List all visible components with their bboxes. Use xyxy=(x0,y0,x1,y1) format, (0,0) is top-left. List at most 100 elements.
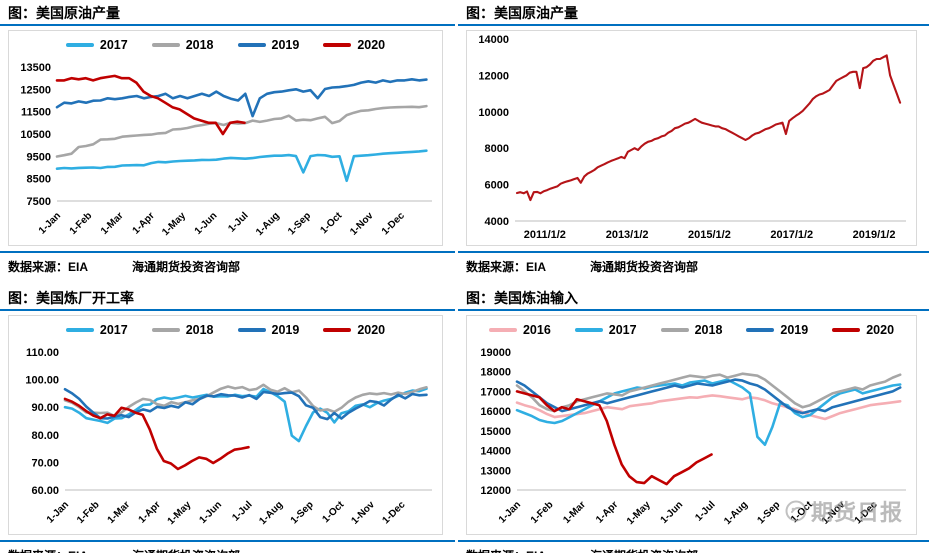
chart-title: 图：美国炼油输入 xyxy=(458,285,929,311)
legend-item-2017: 2017 xyxy=(574,323,637,337)
legend-label: 2019 xyxy=(780,323,809,337)
chart-panel-us-refinery-utilization: 图：美国炼厂开工率 2017 2018 2019 2020 110.00 100.00 9… xyxy=(0,285,455,553)
svg-text:1-Feb: 1-Feb xyxy=(529,499,556,526)
svg-text:6000: 6000 xyxy=(485,180,509,192)
svg-text:1-May: 1-May xyxy=(160,210,188,238)
series-line-2018 xyxy=(55,104,428,158)
chart-title: 图：美国原油产量 xyxy=(458,0,929,26)
svg-text:1-May: 1-May xyxy=(166,499,194,527)
svg-text:1-Oct: 1-Oct xyxy=(789,499,815,525)
svg-text:1-Apr: 1-Apr xyxy=(131,210,157,236)
legend-swatch xyxy=(746,328,775,332)
svg-text:1-Feb: 1-Feb xyxy=(75,499,102,526)
series-line-2020 xyxy=(515,390,713,486)
svg-text:2015/1/2: 2015/1/2 xyxy=(688,229,731,241)
svg-text:1-Dec: 1-Dec xyxy=(380,210,407,237)
svg-text:10000: 10000 xyxy=(478,107,509,119)
legend-swatch xyxy=(574,328,603,332)
series-line-2016 xyxy=(515,394,902,421)
svg-text:1-Oct: 1-Oct xyxy=(321,499,347,525)
legend-item-2017: 2017 xyxy=(65,323,128,337)
svg-text:8500: 8500 xyxy=(27,174,51,186)
svg-text:15000: 15000 xyxy=(480,426,511,438)
legend-label: 2020 xyxy=(866,323,895,337)
svg-text:1-Apr: 1-Apr xyxy=(594,499,620,525)
legend-label: 2017 xyxy=(608,323,637,337)
legend-label: 2019 xyxy=(271,323,300,337)
svg-text:100.00: 100.00 xyxy=(25,375,59,387)
svg-text:16000: 16000 xyxy=(480,406,511,418)
chart-panel-us-refinery-input: 图：美国炼油输入 2016 2017 2018 2019 2020 19000 18000… xyxy=(458,285,929,553)
svg-text:1-Sep: 1-Sep xyxy=(289,499,316,526)
svg-text:1-Jan: 1-Jan xyxy=(497,499,523,525)
svg-text:12000: 12000 xyxy=(478,70,509,82)
divider-rule xyxy=(458,251,929,253)
svg-text:1-May: 1-May xyxy=(625,499,653,527)
legend-item-2020: 2020 xyxy=(323,38,385,52)
svg-text:90.00: 90.00 xyxy=(31,402,59,414)
svg-text:1-Sep: 1-Sep xyxy=(755,499,782,526)
legend-item-2019: 2019 xyxy=(237,323,300,337)
legend-swatch xyxy=(151,328,180,332)
svg-text:110.00: 110.00 xyxy=(26,347,59,359)
chart-frame: 2017 2018 2019 2020 110.00 100.00 90.00 80.00 7… xyxy=(8,315,443,535)
svg-text:1-Jan: 1-Jan xyxy=(37,210,63,236)
data-source-label: 数据来源：EIA xyxy=(466,260,547,274)
series-line-2017 xyxy=(515,378,902,446)
legend-item-2016: 2016 xyxy=(488,323,551,337)
data-source-line: 数据来源：EIA 海通期货投资咨询部 xyxy=(458,253,929,275)
legend-swatch xyxy=(323,328,352,332)
data-source-org: 海通期货投资咨询部 xyxy=(132,260,241,274)
svg-text:13000: 13000 xyxy=(480,465,511,477)
series-line-2019 xyxy=(63,387,428,421)
data-source-label: 数据来源：EIA xyxy=(8,547,88,553)
legend-item-2020: 2020 xyxy=(323,323,385,337)
legend-swatch xyxy=(237,328,266,332)
svg-text:12000: 12000 xyxy=(480,485,511,497)
svg-text:1-Nov: 1-Nov xyxy=(348,210,376,238)
series-line-2020 xyxy=(55,74,246,136)
legend-item-2018: 2018 xyxy=(660,323,722,337)
chart-legend: 2016 2017 2018 2019 2020 xyxy=(467,316,916,344)
divider-rule xyxy=(0,251,455,253)
svg-text:1-Dec: 1-Dec xyxy=(381,499,408,526)
svg-text:2013/1/2: 2013/1/2 xyxy=(606,229,649,241)
legend-item-2019: 2019 xyxy=(237,38,300,52)
legend-swatch xyxy=(151,43,180,47)
svg-text:1-Jul: 1-Jul xyxy=(226,210,250,234)
legend-swatch xyxy=(65,43,94,47)
legend-label: 2020 xyxy=(357,38,386,52)
svg-text:9500: 9500 xyxy=(27,151,51,163)
svg-text:1-Jun: 1-Jun xyxy=(197,499,224,526)
svg-text:1-Aug: 1-Aug xyxy=(722,499,750,527)
data-source-line: 数据来源：EIA 海通期货投资咨询部 xyxy=(0,542,455,553)
series-line-2019 xyxy=(55,77,428,118)
legend-item-2018: 2018 xyxy=(151,323,214,337)
legend-swatch xyxy=(323,43,352,47)
divider-rule xyxy=(458,540,929,542)
chart-title: 图：美国原油产量 xyxy=(0,0,455,26)
chart-svg-crude-production-yearly: 13500 12500 11500 10500 9500 8500 7500 1-Jan 1-F… xyxy=(20,62,432,238)
svg-text:1-Aug: 1-Aug xyxy=(254,210,282,238)
legend-item-2017: 2017 xyxy=(65,38,128,52)
svg-text:19000: 19000 xyxy=(480,347,511,359)
svg-text:13500: 13500 xyxy=(20,62,51,74)
svg-text:12500: 12500 xyxy=(20,84,51,96)
svg-text:11500: 11500 xyxy=(21,107,51,119)
chart-panel-us-crude-production-yearly: 图：美国原油产量 2017 2018 2019 2020 13500 12500 1150… xyxy=(0,0,455,285)
svg-text:1-Jul: 1-Jul xyxy=(230,499,254,523)
legend-label: 2016 xyxy=(522,323,551,337)
chart-svg-refinery-utilization: 110.00 100.00 90.00 80.00 70.00 60.00 1-Jan 1-F… xyxy=(25,347,432,527)
chart-frame: 2017 2018 2019 2020 13500 12500 11500 10500 950… xyxy=(8,30,443,246)
svg-text:1-Jun: 1-Jun xyxy=(193,210,220,237)
chart-frame: 2016 2017 2018 2019 2020 19000 18000 17000 1600… xyxy=(466,315,917,535)
chart-panel-us-crude-production-longterm: 图：美国原油产量 14000 12000 10000 8000 6000 4000 2011… xyxy=(458,0,929,285)
legend-item-2020: 2020 xyxy=(832,323,894,337)
series-line-2017 xyxy=(55,149,428,183)
chart-svg-refinery-input: 19000 18000 17000 16000 15000 14000 13000 12000… xyxy=(480,347,906,527)
svg-text:1-Apr: 1-Apr xyxy=(137,499,163,525)
svg-text:1-Aug: 1-Aug xyxy=(257,499,285,527)
chart-frame: 14000 12000 10000 8000 6000 4000 2011/1/2 2013/… xyxy=(466,30,917,246)
legend-label: 2019 xyxy=(271,38,300,52)
